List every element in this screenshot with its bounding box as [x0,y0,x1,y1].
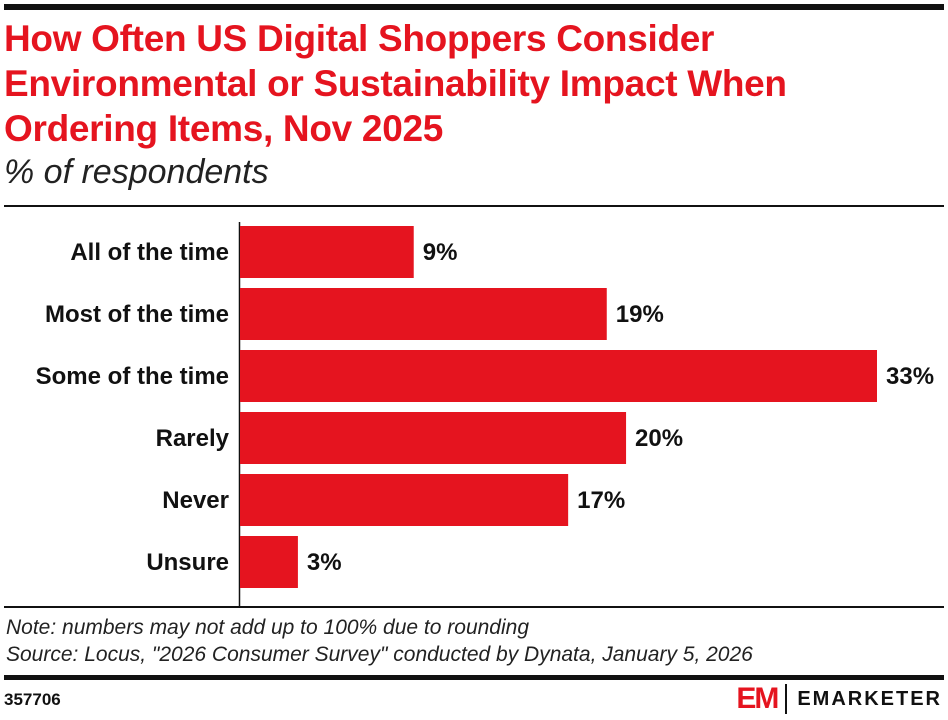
chart-subtitle: % of respondents [4,153,269,191]
category-label: All of the time [70,239,229,266]
brand-separator [785,684,788,714]
category-label: Never [162,487,229,514]
value-label: 9% [423,239,458,266]
value-label: 33% [886,363,934,390]
value-label: 20% [635,425,683,452]
brand-name: EMARKETER [797,687,942,710]
bar-5 [240,536,298,588]
bars-group: All of the time 9% Most of the time 19% Some… [36,226,934,588]
bar-4 [240,474,569,526]
value-label: 17% [577,487,625,514]
bar-3 [240,412,627,464]
source-note: Source: Locus, "2026 Consumer Survey" co… [6,643,753,666]
category-label: Unsure [146,549,229,576]
bar-2 [240,350,877,402]
footnote: Note: numbers may not add up to 100% due… [6,616,530,639]
bar-chart: All of the time 9% Most of the time 19% Some… [36,222,934,608]
bar-0 [240,226,414,278]
top-rule [4,4,944,10]
category-label: Rarely [156,425,230,452]
brand-logo: EM EMARKETER [736,684,942,714]
header-divider [4,205,944,207]
footer-divider [4,606,944,608]
chart-id: 357706 [4,690,61,709]
value-label: 3% [307,549,342,576]
bar-1 [240,288,607,340]
category-label: Most of the time [45,301,229,328]
chart-title: How Often US Digital Shoppers Consider E… [4,18,787,149]
brand-mark-logo: EM [736,682,779,715]
bottom-rule [4,675,944,680]
value-label: 19% [616,301,664,328]
category-label: Some of the time [36,363,229,390]
